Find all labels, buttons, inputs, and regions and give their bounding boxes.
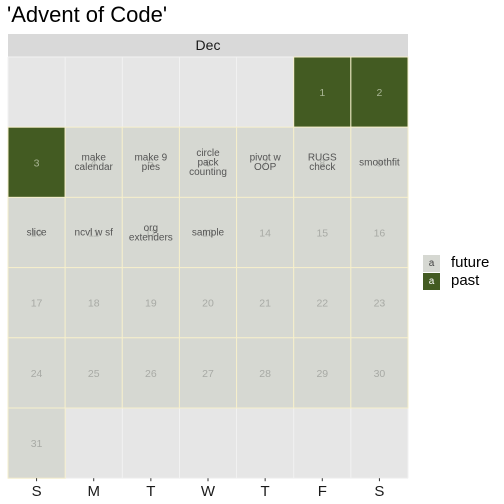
day-label-line: OOP <box>254 162 277 173</box>
day-cell-13 <box>178 196 238 269</box>
day-label-line: pies <box>142 162 160 173</box>
weekday-label: T <box>146 483 155 500</box>
day-number-9: 9 <box>377 157 383 169</box>
day-label-4: make calendar <box>75 153 114 174</box>
day-label-line: pivot w <box>250 153 282 164</box>
weekday-label: W <box>201 483 216 500</box>
day-number-23: 23 <box>374 298 386 310</box>
day-label-6: circle pack counting <box>189 148 227 178</box>
day-number-14: 14 <box>259 228 271 240</box>
day-cell-19 <box>121 267 180 339</box>
weekday-label: M <box>87 483 100 500</box>
chart-title: 'Advent of Code' <box>7 2 168 27</box>
facet-strip-label: Dec <box>195 37 221 53</box>
day-number-20: 20 <box>202 298 214 310</box>
day-cell-10 <box>7 196 66 269</box>
weekday-label: F <box>318 483 327 500</box>
day-label-line: make <box>81 153 106 164</box>
weekday-label: S <box>374 483 384 500</box>
day-cell-12 <box>121 196 180 269</box>
day-label-9: smoothfit <box>359 157 400 168</box>
day-label-12: org extenders <box>129 223 173 244</box>
day-number-10: 10 <box>31 228 43 240</box>
day-number-25: 25 <box>88 368 100 380</box>
day-label-line: check <box>309 162 336 173</box>
day-number-15: 15 <box>316 228 328 240</box>
day-label-10: slice <box>27 228 47 239</box>
day-label-line: extenders <box>129 232 173 243</box>
day-number-16: 16 <box>374 228 386 240</box>
day-number-22: 22 <box>316 298 328 310</box>
day-label-line: calendar <box>75 162 114 173</box>
day-cell-24 <box>7 337 66 409</box>
day-label-line: RUGS <box>308 153 337 164</box>
day-number-2: 2 <box>377 87 383 99</box>
day-label-11: ncvl w sf <box>75 228 114 239</box>
day-number-3: 3 <box>34 157 40 169</box>
day-cell-30 <box>350 337 409 409</box>
day-label-line: org <box>144 223 158 234</box>
day-number-12: 12 <box>145 228 157 240</box>
day-cell-16 <box>350 196 409 269</box>
day-cell-7 <box>236 126 295 198</box>
day-label-line: ncvl w sf <box>75 228 114 239</box>
day-cell-25 <box>64 337 123 409</box>
weekday-label: S <box>32 483 42 500</box>
facet-strip: Dec <box>8 34 408 57</box>
day-cell-11 <box>64 196 123 269</box>
day-label-line: counting <box>189 167 227 178</box>
legend-key-past: a <box>423 273 440 290</box>
day-number-27: 27 <box>202 368 214 380</box>
day-number-18: 18 <box>88 298 100 310</box>
day-cell-18 <box>64 267 123 339</box>
day-cell-26 <box>121 337 180 409</box>
day-cell-23 <box>350 267 409 339</box>
day-number-11: 11 <box>88 228 99 240</box>
day-number-19: 19 <box>145 298 157 310</box>
day-cell-9 <box>350 126 409 198</box>
day-cell-2 <box>350 56 409 128</box>
weekday-label: T <box>261 483 270 500</box>
day-label-line: sample <box>192 228 225 239</box>
day-number-6: 6 <box>205 157 211 169</box>
day-cell-8 <box>293 126 352 198</box>
day-cell-29 <box>293 337 352 409</box>
day-number-29: 29 <box>316 368 328 380</box>
day-number-17: 17 <box>31 298 43 310</box>
day-label-line: slice <box>27 228 47 239</box>
day-number-31: 31 <box>31 438 43 450</box>
day-number-1: 1 <box>319 87 325 99</box>
day-number-21: 21 <box>259 298 271 310</box>
day-number-26: 26 <box>145 368 157 380</box>
day-label-5: make 9 pies <box>134 153 167 174</box>
legend-key-future: a <box>423 255 440 272</box>
day-label-line: make 9 <box>134 153 167 164</box>
day-label-8: RUGS check <box>308 153 337 174</box>
day-number-30: 30 <box>374 368 386 380</box>
day-number-13: 13 <box>202 228 214 240</box>
day-number-8: 8 <box>319 157 325 169</box>
day-cells <box>7 56 409 479</box>
day-cell-1 <box>293 56 352 128</box>
day-cell-15 <box>293 196 352 269</box>
day-cell-28 <box>236 337 295 409</box>
day-label-line: pack <box>197 157 219 168</box>
day-label-13: sample <box>192 228 225 239</box>
day-cell-17 <box>7 267 66 339</box>
day-label-line: circle <box>196 148 220 159</box>
day-label-line: smoothfit <box>359 157 400 168</box>
day-label-7: pivot w OOP <box>250 153 282 174</box>
day-number-5: 5 <box>148 157 154 169</box>
legend-label-future: future <box>451 254 490 271</box>
legend-label-past: past <box>451 272 480 289</box>
day-number-24: 24 <box>31 368 43 380</box>
day-number-28: 28 <box>259 368 271 380</box>
day-number-7: 7 <box>262 157 268 169</box>
day-number-4: 4 <box>91 157 97 169</box>
